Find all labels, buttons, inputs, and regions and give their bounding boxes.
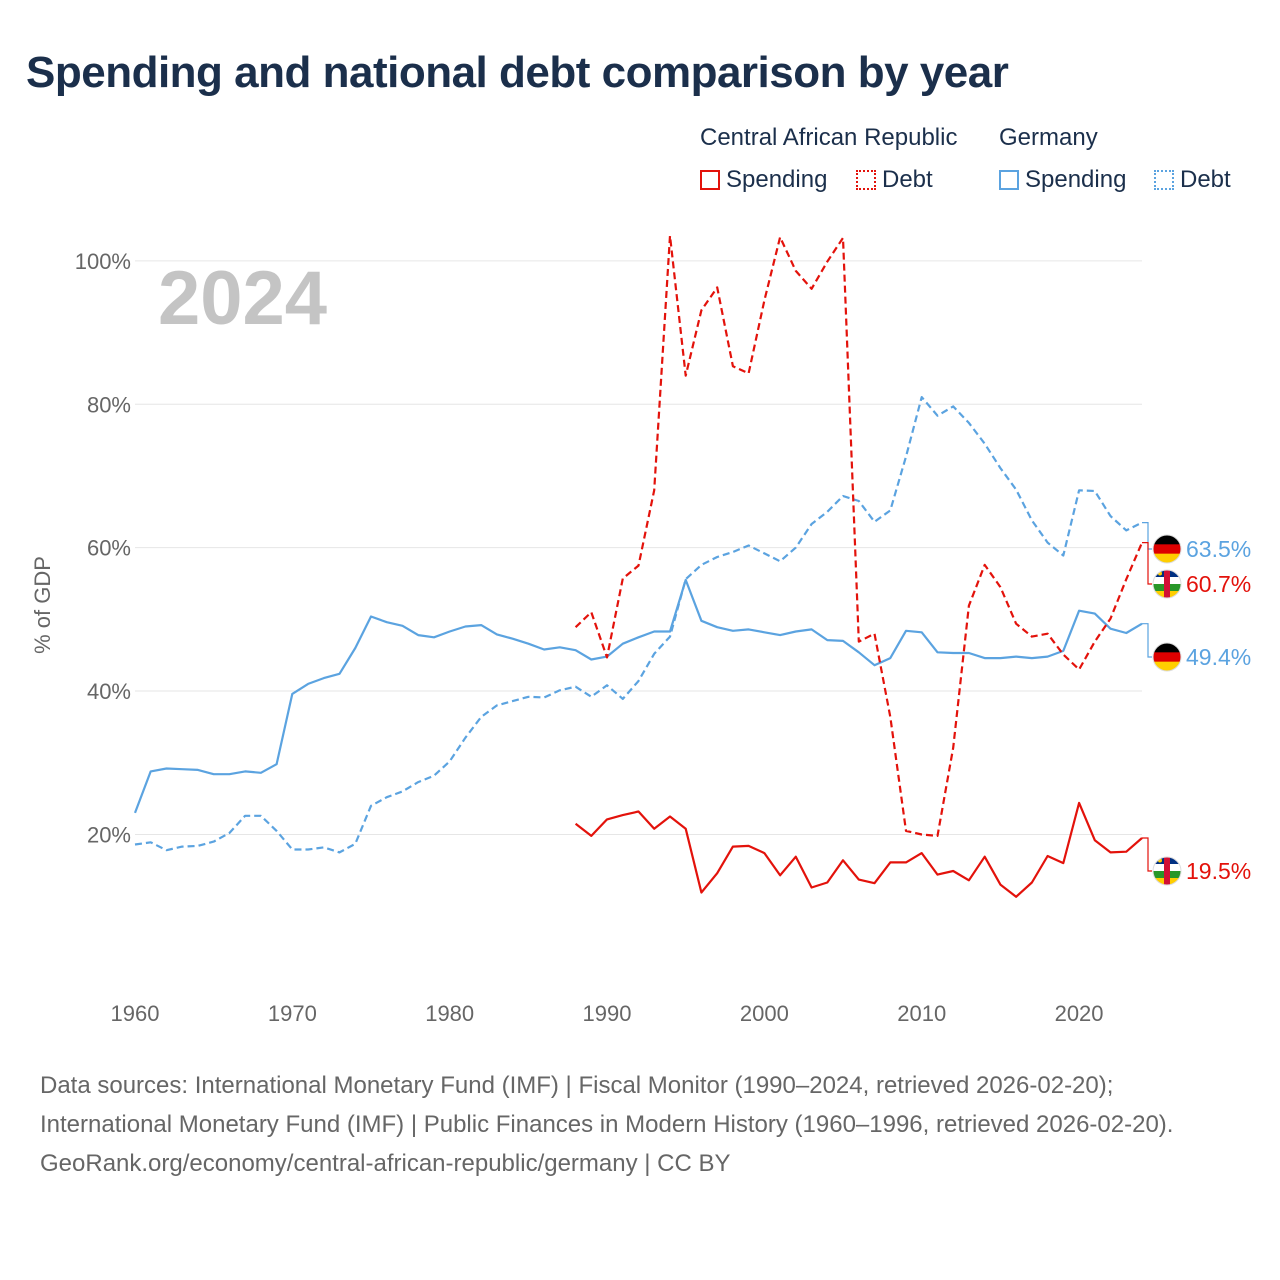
series-line-germany-spending[interactable] — [133, 578, 1143, 814]
germany-flag-icon — [1152, 534, 1182, 564]
series-line-germany-debt[interactable] — [134, 396, 1143, 854]
series-line-central-african-republic-spending[interactable] — [574, 801, 1143, 898]
legend-item-car-spending[interactable]: Spending — [700, 166, 827, 194]
y-tick-label: 60% — [87, 536, 131, 561]
series-layer — [133, 234, 1144, 898]
series-line-central-african-republic-debt[interactable] — [574, 234, 1144, 838]
legend-swatch-car-debt — [856, 170, 876, 190]
x-tick-label: 2020 — [1055, 1001, 1104, 1026]
y-tick-label: 20% — [87, 822, 131, 847]
legend-label-germany-spending: Spending — [1025, 166, 1127, 193]
x-tick-label: 2010 — [897, 1001, 946, 1026]
source-line-link[interactable]: GeoRank.org/economy/central-african-repu… — [40, 1150, 731, 1177]
line-chart: 20% 40% 60% 80% 100% 1960 1970 1980 1990 2000 2010… — [30, 234, 1251, 1026]
legend-label-car-debt: Debt — [882, 166, 933, 193]
y-tick-label: 40% — [87, 679, 131, 704]
x-tick-label: 1990 — [583, 1001, 632, 1026]
y-axis-title: % of GDP — [30, 556, 55, 654]
source-line-data: Data sources: International Monetary Fun… — [40, 1072, 1174, 1138]
legend-swatch-germany-spending — [999, 170, 1019, 190]
y-tick-label: 100% — [75, 249, 131, 274]
end-value-label: 49.4% — [1186, 644, 1251, 670]
chart-title: Spending and national debt comparison by… — [26, 48, 1009, 97]
end-value-label: 19.5% — [1186, 858, 1251, 884]
legend-swatch-car-spending — [700, 170, 720, 190]
car-flag-icon — [1152, 569, 1182, 599]
x-tick-label: 1980 — [425, 1001, 474, 1026]
germany-flag-icon — [1152, 642, 1182, 672]
legend-swatch-germany-debt — [1154, 170, 1174, 190]
grid-layer: 20% 40% 60% 80% 100% 1960 1970 1980 1990 2000 2010… — [75, 249, 1142, 1026]
year-watermark: 2024 — [158, 256, 327, 341]
x-tick-label: 1960 — [111, 1001, 160, 1026]
end-value-label: 60.7% — [1186, 571, 1251, 597]
end-value-label: 63.5% — [1186, 536, 1251, 562]
x-tick-label: 1970 — [268, 1001, 317, 1026]
legend-item-germany-debt[interactable]: Debt — [1154, 166, 1231, 194]
car-flag-icon — [1152, 856, 1182, 886]
legend-label-germany-debt: Debt — [1180, 166, 1231, 193]
y-tick-label: 80% — [87, 392, 131, 417]
legend-label-car-spending: Spending — [726, 166, 828, 193]
end-label-connector — [1142, 623, 1152, 658]
x-tick-label: 2000 — [740, 1001, 789, 1026]
end-label-connector — [1142, 837, 1152, 872]
end-label-connector — [1142, 521, 1152, 550]
legend-item-germany-spending[interactable]: Spending — [999, 166, 1126, 194]
legend-group-germany: Germany — [999, 124, 1098, 151]
end-label-connector — [1142, 541, 1152, 585]
end-label-layer: 49.4% 63.5% 19.5% 60.7% — [1142, 521, 1251, 886]
legend-item-car-debt[interactable]: Debt — [856, 166, 933, 194]
source-note: Data sources: International Monetary Fun… — [40, 1066, 1240, 1183]
legend-group-car: Central African Republic — [700, 124, 958, 151]
